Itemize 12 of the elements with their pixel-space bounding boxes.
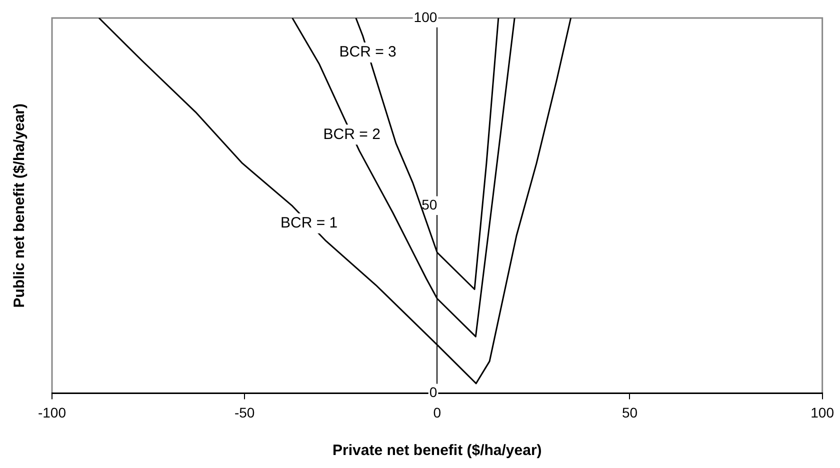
x-tick-label: -50	[234, 404, 255, 420]
x-tick-label: -100	[38, 404, 66, 420]
x-tick-label: 50	[622, 404, 638, 420]
x-tick-label: 100	[810, 404, 834, 420]
y-axis-title: Public net benefit ($/ha/year)	[11, 103, 28, 308]
y-tick-label: 100	[414, 8, 438, 25]
series-label: BCR = 3	[339, 44, 396, 61]
x-axis-title: Private net benefit ($/ha/year)	[332, 442, 542, 460]
series-label: BCR = 2	[323, 126, 380, 143]
y-tick-label: 50	[422, 196, 438, 212]
series-label: BCR = 1	[280, 214, 338, 232]
y-tick-label: 0	[429, 384, 438, 400]
